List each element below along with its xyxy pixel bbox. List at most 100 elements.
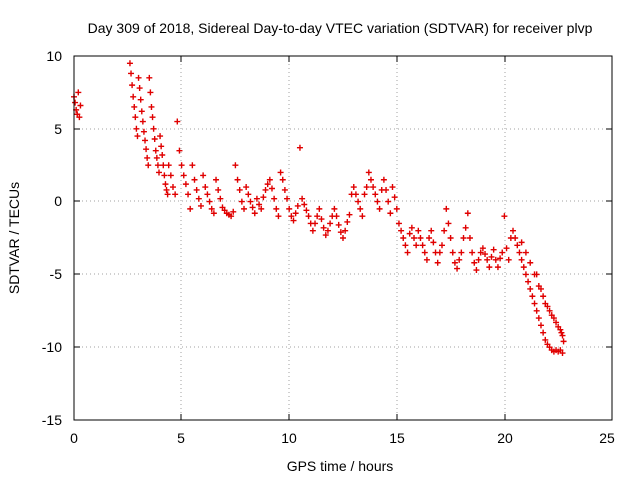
data-point [281,186,288,193]
data-point [537,285,544,292]
data-point [415,227,422,234]
data-point [533,307,540,314]
data-point [215,186,222,193]
data-point [213,176,220,183]
data-point [200,172,207,179]
x-tick-label: 5 [177,430,185,446]
data-point [165,162,172,169]
data-point [398,227,405,234]
data-point [419,242,426,249]
y-tick-label: 10 [46,48,62,64]
data-point [370,184,377,191]
data-point [292,210,299,217]
y-tick-label: 0 [54,193,62,209]
data-point [148,103,155,110]
data-point [469,249,476,256]
data-point [294,202,301,209]
data-point [518,239,525,246]
data-point [140,128,147,135]
data-point [479,245,486,252]
data-point [527,259,534,266]
data-point [303,207,310,214]
x-tick-label: 20 [497,430,513,446]
data-point [258,205,265,212]
data-point [154,162,161,169]
data-point [426,235,433,241]
data-point [75,89,82,96]
data-point [245,191,252,198]
data-point [497,255,504,262]
data-point [172,191,179,198]
data-point [260,194,267,201]
data-point [337,229,344,236]
chart-title: Day 309 of 2018, Sidereal Day-to-day VTE… [88,20,593,36]
data-point [350,184,357,191]
data-point [174,118,181,125]
data-point [367,176,374,183]
data-point [150,125,157,132]
data-point [296,144,303,151]
data-point [228,213,235,220]
data-point [167,172,174,179]
data-point [262,186,269,193]
data-point [331,205,338,212]
data-point [158,143,165,150]
data-point [132,114,139,121]
data-point [161,172,168,179]
data-point [318,216,325,223]
data-point [126,60,133,67]
data-point [475,256,482,263]
y-axis-label: SDTVAR / TECUs [6,182,22,294]
data-point [490,246,497,253]
data-point [441,227,448,234]
data-points [71,60,567,357]
data-point [189,162,196,169]
data-point [236,186,243,193]
data-point [550,315,557,322]
y-tick-labels: 10 5 0 -5 -10 -15 [42,48,62,428]
data-point [312,220,319,227]
data-point [193,186,200,193]
data-point [411,235,418,241]
data-point [404,249,411,256]
data-point [454,265,461,272]
data-point [408,224,415,231]
data-point [537,322,544,329]
data-point [492,256,499,263]
y-tick-label: -5 [50,266,63,282]
data-point [139,118,146,125]
data-point [436,249,443,256]
data-point [385,198,392,205]
data-point [301,201,308,208]
data-point [156,169,163,176]
data-point [286,205,293,212]
data-point [383,186,390,193]
data-point [142,137,149,144]
data-point [395,220,402,227]
data-point [376,205,383,212]
data-point [512,235,519,241]
data-point [393,205,400,212]
plot-frame [73,55,613,421]
data-point [249,204,256,211]
data-point [529,293,536,300]
data-point [372,191,379,198]
data-point [352,191,359,198]
data-point [462,224,469,231]
data-point [340,235,346,241]
data-point [533,271,540,278]
data-point [527,285,534,292]
data-point [185,191,192,198]
data-point [540,329,547,336]
data-point [458,249,465,256]
data-point [546,307,553,314]
data-point [522,249,529,256]
data-point [77,102,84,109]
data-point [129,82,136,89]
data-point [327,220,334,227]
data-point [482,251,489,258]
data-point [133,125,140,132]
data-point [136,85,143,92]
data-point [361,191,368,198]
